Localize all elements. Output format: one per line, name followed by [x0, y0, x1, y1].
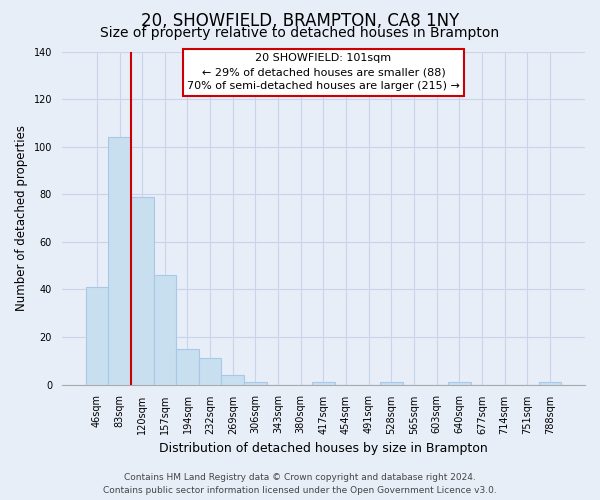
Bar [86, 287, 108, 384]
Text: Size of property relative to detached houses in Brampton: Size of property relative to detached ho… [100, 26, 500, 40]
Bar [176, 349, 199, 384]
Bar [312, 382, 335, 384]
Bar [244, 382, 267, 384]
Text: Contains HM Land Registry data © Crown copyright and database right 2024.
Contai: Contains HM Land Registry data © Crown c… [103, 474, 497, 495]
Text: 20, SHOWFIELD, BRAMPTON, CA8 1NY: 20, SHOWFIELD, BRAMPTON, CA8 1NY [141, 12, 459, 30]
Bar [380, 382, 403, 384]
Bar [539, 382, 561, 384]
Bar [131, 196, 154, 384]
Bar [221, 375, 244, 384]
Text: 20 SHOWFIELD: 101sqm
← 29% of detached houses are smaller (88)
70% of semi-detac: 20 SHOWFIELD: 101sqm ← 29% of detached h… [187, 53, 460, 91]
X-axis label: Distribution of detached houses by size in Brampton: Distribution of detached houses by size … [159, 442, 488, 455]
Y-axis label: Number of detached properties: Number of detached properties [15, 125, 28, 311]
Bar [199, 358, 221, 384]
Bar [154, 275, 176, 384]
Bar [108, 137, 131, 384]
Bar [448, 382, 470, 384]
